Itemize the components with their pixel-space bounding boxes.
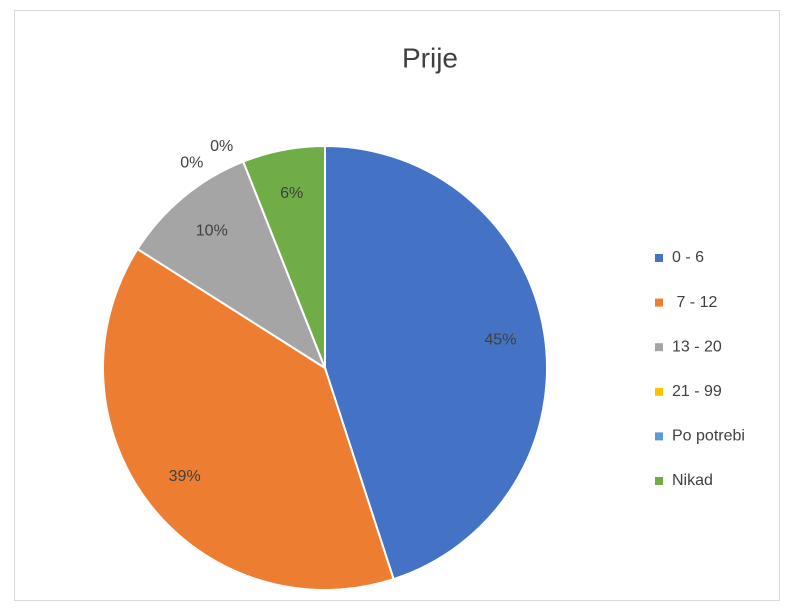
legend-label: Nikad: [672, 472, 713, 489]
data-label: 0%: [180, 155, 203, 172]
chart-title: Prije: [402, 42, 458, 73]
legend-swatch: [655, 477, 663, 485]
legend-swatch: [655, 298, 663, 307]
pie-slice: [241, 144, 326, 369]
data-label: 0%: [210, 138, 233, 155]
data-label: 45%: [484, 331, 516, 348]
data-label: 39%: [169, 468, 201, 485]
legend-swatch: [655, 343, 663, 352]
legend-swatch: [655, 254, 663, 262]
data-label: 6%: [280, 185, 303, 202]
legend-label: 7 - 12: [672, 294, 717, 311]
legend-swatch: [655, 432, 663, 441]
legend-label: 13 - 20: [672, 338, 722, 355]
pie-slice: [324, 144, 548, 581]
legend-label: 0 - 6: [672, 249, 704, 266]
legend-label: 21 - 99: [672, 383, 722, 400]
data-label: 10%: [196, 222, 228, 239]
legend-swatch: [655, 387, 663, 396]
legend-label: Po potrebi: [672, 428, 745, 445]
pie-slice: [102, 247, 395, 591]
pie-slice: [136, 160, 328, 371]
